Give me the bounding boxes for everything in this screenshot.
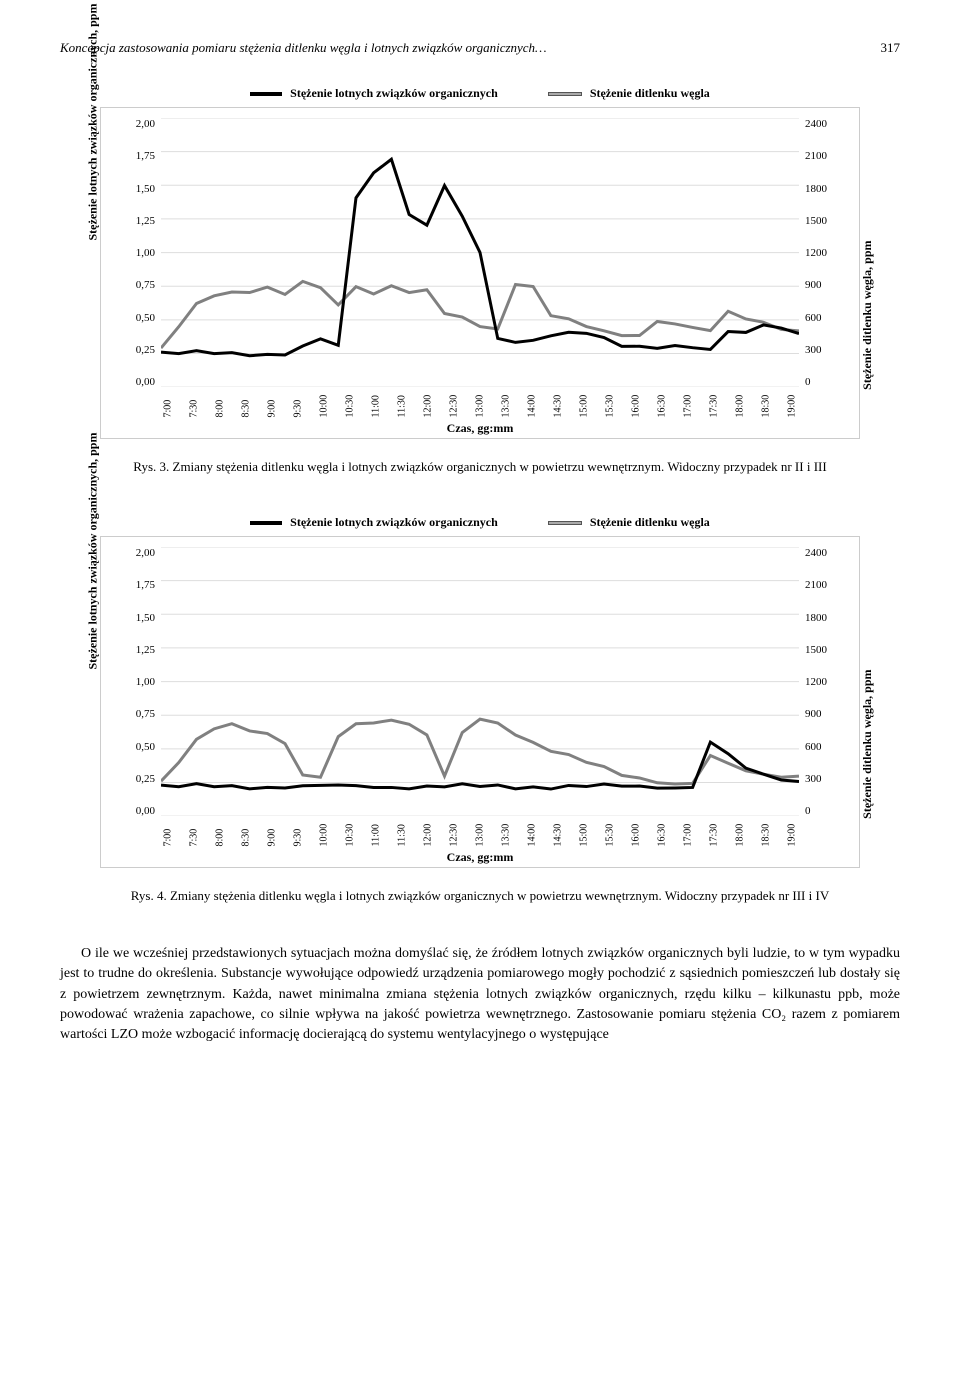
y-ticks-right: 240021001800150012009006003000 — [805, 547, 849, 817]
x-axis-label: Czas, gg:mm — [101, 850, 859, 865]
legend-label-voc: Stężenie lotnych związków organicznych — [290, 515, 498, 530]
legend-item-voc: Stężenie lotnych związków organicznych — [250, 515, 498, 530]
y-axis-left-label: Stężenie lotnych związków organicznych, … — [86, 433, 101, 670]
legend-swatch-voc — [250, 521, 282, 525]
y-ticks-right: 240021001800150012009006003000 — [805, 118, 849, 388]
x-axis-label: Czas, gg:mm — [101, 421, 859, 436]
chart-area-rys3: Stężenie lotnych związków organicznych, … — [100, 107, 860, 439]
chart-svg-rys3 — [161, 118, 799, 387]
legend-item-voc: Stężenie lotnych związków organicznych — [250, 86, 498, 101]
legend-swatch-co2 — [548, 521, 582, 525]
y-ticks-left: 2,001,751,501,251,000,750,500,250,00 — [111, 547, 155, 817]
x-ticks: 7:007:308:008:309:009:3010:0010:3011:001… — [161, 405, 799, 416]
body-paragraph: O ile we wcześniej przedstawionych sytua… — [60, 944, 900, 1045]
chart-svg-rys4 — [161, 547, 799, 816]
chart-legend: Stężenie lotnych związków organicznych S… — [100, 515, 860, 530]
legend-swatch-voc — [250, 92, 282, 96]
x-ticks: 7:007:308:008:309:009:3010:0010:3011:001… — [161, 834, 799, 845]
caption-rys4: Rys. 4. Zmiany stężenia ditlenku węgla i… — [60, 888, 900, 904]
header-title: Koncepcja zastosowania pomiaru stężenia … — [60, 40, 547, 56]
chart-rys4: Stężenie lotnych związków organicznych S… — [100, 515, 860, 868]
header-page-number: 317 — [881, 40, 901, 56]
y-axis-right-label: Stężenie ditlenku węgla, ppm — [860, 670, 875, 819]
legend-item-co2: Stężenie ditlenku węgla — [548, 515, 710, 530]
legend-label-co2: Stężenie ditlenku węgla — [590, 515, 710, 530]
chart-legend: Stężenie lotnych związków organicznych S… — [100, 86, 860, 101]
legend-label-voc: Stężenie lotnych związków organicznych — [290, 86, 498, 101]
legend-swatch-co2 — [548, 92, 582, 96]
legend-label-co2: Stężenie ditlenku węgla — [590, 86, 710, 101]
chart-area-rys4: Stężenie lotnych związków organicznych, … — [100, 536, 860, 868]
y-axis-right-label: Stężenie ditlenku węgla, ppm — [860, 241, 875, 390]
chart-rys3: Stężenie lotnych związków organicznych S… — [100, 86, 860, 439]
running-header: Koncepcja zastosowania pomiaru stężenia … — [60, 40, 900, 56]
y-axis-left-label: Stężenie lotnych związków organicznych, … — [86, 4, 101, 241]
y-ticks-left: 2,001,751,501,251,000,750,500,250,00 — [111, 118, 155, 388]
legend-item-co2: Stężenie ditlenku węgla — [548, 86, 710, 101]
caption-rys3: Rys. 3. Zmiany stężenia ditlenku węgla i… — [60, 459, 900, 475]
